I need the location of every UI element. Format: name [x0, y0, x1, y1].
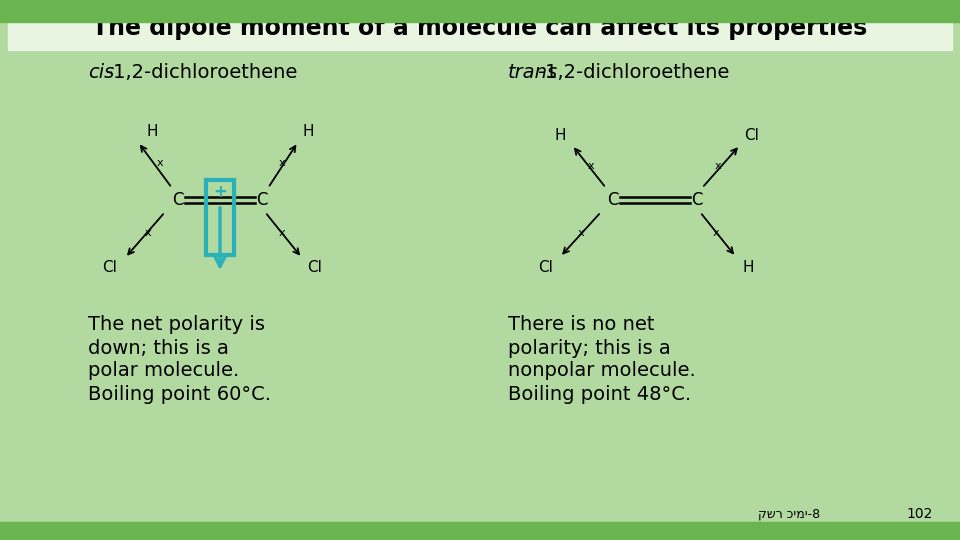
- Text: C: C: [172, 191, 183, 209]
- Text: x: x: [588, 161, 594, 171]
- Text: x: x: [578, 228, 585, 238]
- Bar: [8, 6, 952, 50]
- Text: 102: 102: [907, 507, 933, 521]
- Text: Cl: Cl: [745, 127, 759, 143]
- Text: -1,2-dichloroethene: -1,2-dichloroethene: [106, 63, 298, 82]
- Text: There is no net: There is no net: [508, 315, 655, 334]
- Text: C: C: [691, 191, 703, 209]
- Bar: [206, 180, 234, 255]
- Text: H: H: [302, 125, 314, 139]
- Text: קשר כימי-8: קשר כימי-8: [757, 508, 820, 521]
- Text: -1,2-dichloroethene: -1,2-dichloroethene: [538, 63, 730, 82]
- Text: polarity; this is a: polarity; this is a: [508, 339, 671, 357]
- Text: x: x: [714, 161, 721, 171]
- Text: polar molecule.: polar molecule.: [88, 361, 239, 381]
- Text: The dipole moment of a molecule can affect its properties: The dipole moment of a molecule can affe…: [92, 16, 868, 40]
- Text: nonpolar molecule.: nonpolar molecule.: [508, 361, 696, 381]
- Text: Cl: Cl: [103, 260, 117, 275]
- Text: +: +: [213, 183, 227, 201]
- Text: H: H: [742, 260, 754, 274]
- Text: x: x: [712, 228, 719, 238]
- Bar: [0, 522, 960, 540]
- Text: C: C: [608, 191, 619, 209]
- Text: H: H: [146, 125, 157, 139]
- Text: x: x: [156, 158, 163, 168]
- Text: cis: cis: [88, 63, 114, 82]
- Text: down; this is a: down; this is a: [88, 339, 228, 357]
- Text: x: x: [278, 158, 285, 168]
- Text: trans: trans: [508, 63, 558, 82]
- Text: C: C: [256, 191, 268, 209]
- Text: Cl: Cl: [307, 260, 323, 275]
- Text: The net polarity is: The net polarity is: [88, 315, 265, 334]
- Bar: [0, 0, 960, 22]
- Text: Boiling point 60°C.: Boiling point 60°C.: [88, 384, 271, 403]
- Text: Cl: Cl: [539, 260, 553, 274]
- Text: H: H: [554, 127, 565, 143]
- Text: x: x: [278, 228, 285, 238]
- Text: Boiling point 48°C.: Boiling point 48°C.: [508, 384, 691, 403]
- Text: x: x: [145, 228, 152, 238]
